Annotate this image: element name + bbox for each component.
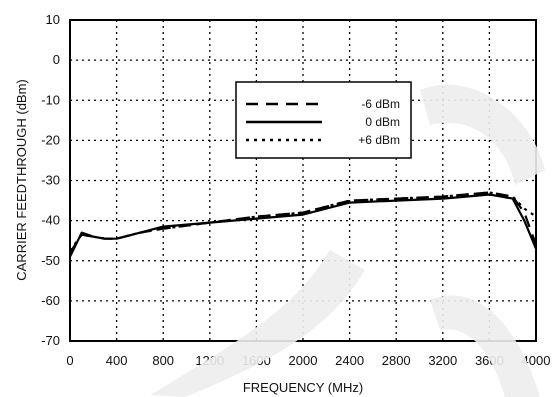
series-line-2 — [69, 193, 538, 258]
x-tick-label: 4000 — [522, 353, 551, 368]
x-tick-label: 0 — [66, 353, 73, 368]
x-axis-ticks: 040080012001600200024002800320036004000 — [66, 353, 550, 368]
y-tick-label: -30 — [41, 173, 60, 188]
x-tick-label: 400 — [106, 353, 128, 368]
x-axis-title: FREQUENCY (MHz) — [243, 380, 363, 395]
x-tick-label: 2000 — [289, 353, 318, 368]
y-tick-label: -20 — [41, 132, 60, 147]
watermark — [150, 84, 545, 397]
legend-label-series-2: 0 dBm — [365, 115, 400, 129]
legend-label-series-3: +6 dBm — [358, 133, 400, 147]
x-tick-label: 800 — [152, 353, 174, 368]
legend-box — [235, 81, 412, 159]
y-tick-label: -50 — [41, 253, 60, 268]
watermark-stroke-3 — [430, 295, 540, 397]
y-tick-label: -40 — [41, 213, 60, 228]
y-tick-label: 0 — [53, 52, 60, 67]
watermark-stroke-2 — [420, 84, 545, 185]
y-tick-label: -10 — [41, 92, 60, 107]
y-tick-label: -70 — [41, 333, 60, 348]
y-axis-title: CARRIER FEEDTHROUGH (dBm) — [14, 79, 29, 281]
y-tick-label: -60 — [41, 293, 60, 308]
y-axis-ticks: 10 0 -10 -20 -30 -40 -50 -60 -70 — [41, 12, 60, 348]
x-tick-label: 3200 — [428, 353, 457, 368]
series-lines — [69, 191, 538, 258]
x-tick-label: 2400 — [335, 353, 364, 368]
watermark-stroke-1 — [150, 250, 365, 397]
y-tick-label: 10 — [46, 12, 60, 27]
legend-label-series-1: -6 dBm — [361, 97, 400, 111]
legend: -6 dBm 0 dBm +6 dBm — [235, 81, 412, 159]
x-tick-label: 2800 — [382, 353, 411, 368]
